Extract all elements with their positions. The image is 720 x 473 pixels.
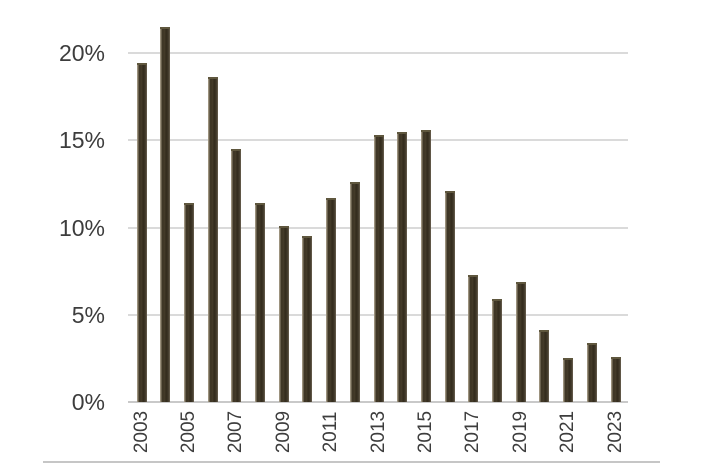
y-axis-tick-label: 15% bbox=[58, 127, 105, 154]
bar-2007 bbox=[231, 148, 242, 402]
bar-2013 bbox=[373, 135, 384, 402]
bar-2004 bbox=[160, 26, 171, 402]
bar-2022 bbox=[586, 342, 597, 402]
x-axis-tick-label: 2021 bbox=[557, 410, 579, 454]
x-axis-tick-label: 2015 bbox=[414, 410, 436, 454]
bar-2011 bbox=[326, 197, 337, 402]
x-axis-tick-label: 2013 bbox=[367, 410, 389, 454]
bar-2006 bbox=[207, 77, 218, 402]
bar-2019 bbox=[515, 281, 526, 402]
x-axis-tick-label: 2005 bbox=[177, 410, 199, 454]
bar-2014 bbox=[397, 131, 408, 402]
bar-2020 bbox=[539, 330, 550, 402]
y-axis-tick-label: 0% bbox=[71, 389, 105, 415]
bar-2005 bbox=[183, 203, 194, 402]
y-axis-tick-label: 20% bbox=[58, 40, 105, 66]
x-axis-tick-label: 2007 bbox=[225, 410, 247, 454]
x-axis-tick-label: 2019 bbox=[509, 410, 531, 454]
bar-2017 bbox=[468, 274, 479, 402]
gridline bbox=[128, 52, 628, 54]
bar-2010 bbox=[302, 236, 313, 402]
x-axis-line bbox=[128, 401, 628, 403]
x-axis-tick-label: 2009 bbox=[272, 410, 294, 454]
bar-2008 bbox=[255, 203, 265, 402]
bar-2012 bbox=[349, 182, 360, 402]
bottom-divider bbox=[43, 461, 660, 463]
x-axis-tick-label: 2011 bbox=[320, 411, 342, 453]
bar-2016 bbox=[444, 190, 455, 402]
x-axis-tick-label: 2023 bbox=[604, 410, 626, 454]
x-axis-tick-label: 2017 bbox=[462, 410, 484, 454]
bar-2021 bbox=[563, 358, 574, 402]
x-axis-tick-label: 2003 bbox=[130, 410, 152, 454]
y-axis-tick-label: 5% bbox=[71, 301, 105, 328]
bar-2009 bbox=[278, 225, 289, 402]
y-axis-tick-label: 10% bbox=[58, 214, 105, 241]
bar-2003 bbox=[136, 63, 147, 402]
bar-2023 bbox=[610, 356, 621, 402]
bar-2018 bbox=[492, 299, 502, 402]
bar-2015 bbox=[420, 129, 431, 402]
